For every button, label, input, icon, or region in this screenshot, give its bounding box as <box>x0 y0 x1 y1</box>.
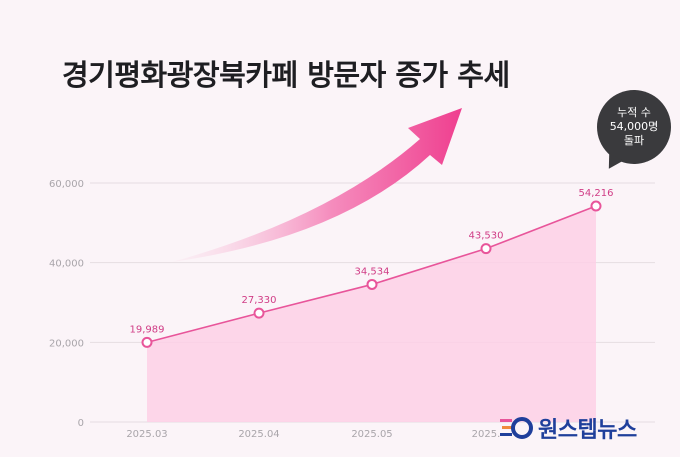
logo-icon <box>500 417 533 439</box>
data-label: 43,530 <box>469 231 504 242</box>
data-point <box>366 278 378 290</box>
badge-line-1: 누적 수 <box>617 106 651 119</box>
badge-line-3: 돌파 <box>623 134 645 147</box>
y-tick-label: 0 <box>78 418 84 429</box>
data-label: 27,330 <box>242 295 277 306</box>
data-point <box>590 200 602 212</box>
data-label: 19,989 <box>130 324 165 335</box>
logo-text: 원스텝뉴스 <box>538 418 637 443</box>
data-point <box>253 307 265 319</box>
x-tick-label: 2025.03 <box>126 429 167 440</box>
chart-title: 경기평화광장북카페 방문자 증가 추세 <box>62 58 510 92</box>
data-point <box>480 243 492 255</box>
x-tick-label: 2025. <box>472 429 501 440</box>
cumulative-badge: 누적 수 54,000명 돌파 <box>597 90 671 173</box>
data-label: 54,216 <box>579 188 614 199</box>
y-tick-label: 20,000 <box>49 338 84 349</box>
y-tick-label: 60,000 <box>49 179 84 190</box>
x-tick-label: 2025.04 <box>238 429 279 440</box>
series-area <box>147 206 596 422</box>
badge-line-2: 54,000명 <box>609 120 659 133</box>
x-tick-label: 2025.05 <box>351 429 392 440</box>
news-logo: 원스텝뉴스 <box>500 413 637 443</box>
data-label: 34,534 <box>355 266 390 277</box>
trend-arrow <box>172 108 462 262</box>
data-point <box>141 336 153 348</box>
y-tick-label: 40,000 <box>49 259 84 270</box>
